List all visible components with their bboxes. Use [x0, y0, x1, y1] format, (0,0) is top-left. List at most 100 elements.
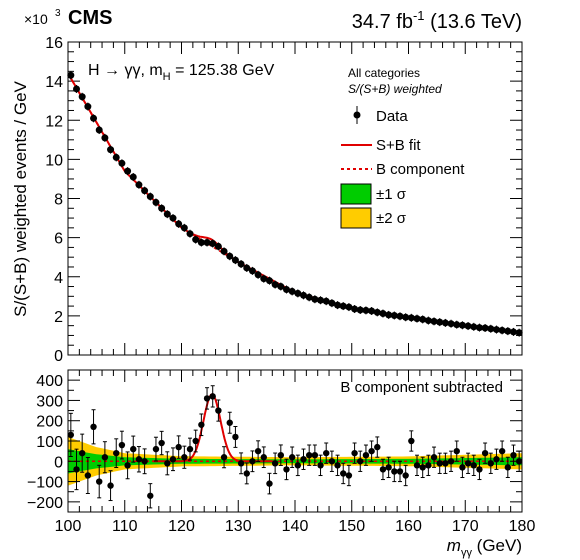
data-point: [300, 291, 308, 299]
lower-y-tick-label: 300: [36, 393, 63, 410]
data-point: [430, 317, 438, 325]
x-tick-label: 160: [395, 518, 422, 535]
luminosity-label: 34.7 fb-1 (13.6 TeV): [352, 8, 522, 33]
data-point: [129, 173, 137, 181]
data-point: [67, 71, 75, 79]
residual-point: [158, 439, 165, 447]
process-subscript: H: [163, 71, 171, 83]
data-point: [95, 126, 103, 134]
process-mass: = 125.38 GeV: [171, 62, 275, 79]
residual-point: [357, 458, 364, 465]
data-point: [402, 313, 410, 321]
residual-point: [351, 449, 358, 457]
data-point: [237, 260, 245, 268]
upper-y-tick-label: 16: [45, 35, 63, 52]
x-tick-label: 130: [225, 518, 252, 535]
energy-value: (13.6 TeV): [425, 11, 522, 33]
upper-y-tick-label: 2: [54, 309, 63, 326]
data-point: [356, 306, 364, 314]
residual-point: [345, 472, 353, 479]
data-point: [141, 187, 149, 195]
lower-y-tick-label: 100: [36, 434, 63, 451]
residual-point: [107, 482, 114, 489]
data-point: [441, 319, 449, 327]
data-point: [243, 264, 251, 272]
data-point: [487, 325, 495, 333]
residual-point: [147, 492, 154, 499]
residual-point: [442, 460, 449, 467]
data-point: [265, 277, 273, 285]
legend-band1-swatch: [340, 183, 372, 205]
residual-point: [232, 433, 239, 441]
residual-point: [78, 449, 86, 457]
x-axis-label-main: m: [447, 536, 461, 555]
residual-point: [481, 449, 489, 457]
data-point: [424, 317, 432, 325]
data-point: [271, 281, 279, 289]
residual-point: [186, 445, 194, 453]
data-point: [107, 146, 115, 154]
residual-point: [374, 443, 381, 451]
data-point: [112, 153, 120, 161]
residual-point: [402, 472, 409, 479]
residual-point: [113, 449, 120, 457]
residual-point: [135, 456, 143, 463]
data-point: [458, 321, 466, 329]
residual-point: [101, 454, 109, 461]
data-point: [385, 311, 393, 319]
residual-point: [430, 454, 438, 461]
data-point: [328, 299, 336, 307]
residual-point: [118, 441, 126, 449]
lower-y-tick-label: 400: [36, 373, 63, 390]
residual-point: [425, 462, 432, 469]
residual-point: [277, 452, 285, 459]
legend-fit-label: S+B fit: [376, 137, 421, 154]
data-point: [209, 239, 217, 247]
residual-point: [436, 460, 443, 467]
residual-point: [498, 447, 506, 455]
residual-point: [476, 466, 483, 473]
x-tick-label: 110: [112, 518, 138, 535]
data-point: [379, 310, 387, 318]
residual-point: [311, 452, 319, 459]
x-tick-label: 150: [338, 518, 365, 535]
residual-point: [447, 458, 455, 465]
data-point: [203, 239, 211, 247]
residual-point: [175, 443, 182, 451]
data-point: [334, 301, 342, 309]
residual-point: [305, 452, 313, 459]
data-point: [118, 159, 126, 167]
lower-plot-content: [67, 385, 523, 509]
data-point: [373, 308, 381, 316]
data-point: [101, 134, 109, 142]
upper-plot-frame: [67, 41, 523, 356]
lower-y-tick-label: −200: [27, 495, 63, 512]
residual-point: [385, 464, 392, 471]
residual-point: [164, 460, 171, 467]
data-point: [254, 271, 262, 279]
legend-bkg-label: B component: [376, 161, 465, 178]
upper-y-tick-label: 14: [45, 74, 63, 91]
upper-y-tick-label: 8: [54, 192, 63, 209]
data-point: [175, 220, 183, 228]
data-point: [294, 289, 302, 297]
data-point: [351, 305, 359, 313]
data-point: [470, 323, 478, 331]
legend-band2-label: ±2 σ: [376, 210, 407, 227]
residual-point: [283, 466, 290, 473]
residual-point: [169, 456, 177, 463]
data-point: [390, 311, 398, 319]
data-point: [504, 327, 512, 335]
residual-point: [271, 460, 279, 467]
residual-point: [141, 458, 148, 465]
residual-point: [84, 472, 92, 479]
data-point: [464, 322, 472, 330]
lower-panel-title: B component subtracted: [340, 379, 503, 396]
data-point: [73, 85, 81, 93]
data-point: [492, 326, 500, 334]
residual-point: [254, 447, 262, 455]
data-point: [226, 252, 234, 260]
x-axis-label: mγγ (GeV): [447, 536, 522, 559]
data-point: [419, 315, 427, 323]
residual-point: [459, 464, 466, 471]
